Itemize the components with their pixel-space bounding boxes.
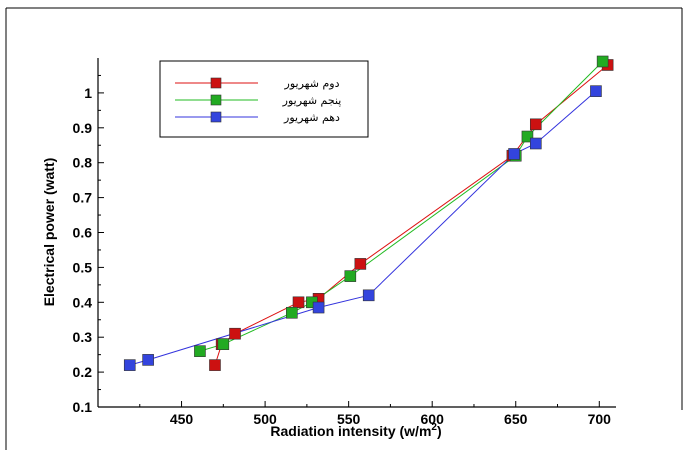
series-2-point (596, 55, 609, 68)
y-axis-title: Electrical power (watt) (41, 158, 57, 307)
x-tick-label: 500 (253, 411, 277, 427)
x-tick-label: 450 (170, 411, 194, 427)
legend-box (159, 60, 369, 138)
x-tick-label: 550 (337, 411, 361, 427)
series-1-point (529, 118, 542, 131)
y-tick-label: 0.7 (73, 190, 93, 206)
y-tick-label: 0.9 (73, 120, 93, 136)
legend-label: پنجم شهریور (282, 94, 342, 107)
series-3-point (590, 85, 602, 97)
legend-label: دهم شهریور (283, 111, 340, 124)
series-2-point (217, 338, 230, 350)
tick-layer: 450 500 550 600 650 700 0.1 0.2 0.3 0.4 0.5 0.6 0.7 0… (73, 74, 612, 427)
y-tick-label: 0.6 (73, 225, 93, 241)
legend-entry-2: پنجم شهریور (175, 94, 341, 107)
series-1-point (292, 296, 305, 309)
series-3-point (142, 354, 154, 366)
x-tick-label: 700 (588, 411, 612, 427)
series-3-point (362, 289, 375, 302)
legend-label: دوم شهریور (284, 77, 340, 90)
y-tick-label: 0.8 (73, 155, 93, 171)
y-tick-label: 0.2 (73, 364, 93, 380)
series-1-point (209, 359, 221, 371)
y-tick-label: 0.3 (73, 329, 93, 345)
series-1-point (229, 327, 241, 340)
x-axis-title-close: ) (437, 423, 442, 439)
legend: دوم شهریور پنجم شهریور دهم شهریور (159, 60, 369, 138)
y-tick-label: 1 (84, 85, 92, 101)
series-2-point (521, 130, 534, 143)
series-1-point (354, 258, 367, 270)
series-3-point (312, 301, 325, 314)
series-3-point (529, 137, 542, 150)
y-tick-label: 0.5 (73, 259, 93, 275)
y-tick-label: 0.1 (73, 399, 93, 415)
legend-marker (210, 94, 222, 106)
x-tick-label: 600 (421, 411, 445, 427)
series-2-point (344, 270, 357, 282)
series-3-point (123, 359, 136, 371)
x-tick-label: 650 (504, 411, 528, 427)
series-2-point (286, 306, 298, 319)
x-axis-title: Radiation intensity (w/m2) (270, 422, 441, 439)
legend-entry-1: دوم شهریور (175, 77, 340, 90)
x-axis-title-main: Radiation intensity (w/m (270, 423, 431, 439)
series-layer (123, 55, 614, 371)
series-3-point (508, 148, 520, 160)
legend-entry-3: دهم شهریور (175, 111, 340, 124)
legend-marker (210, 111, 222, 123)
y-tick-label: 0.4 (73, 294, 93, 310)
x-axis-title-superscript: 2 (431, 422, 437, 433)
series-2-point (194, 345, 206, 357)
legend-marker (210, 77, 222, 89)
